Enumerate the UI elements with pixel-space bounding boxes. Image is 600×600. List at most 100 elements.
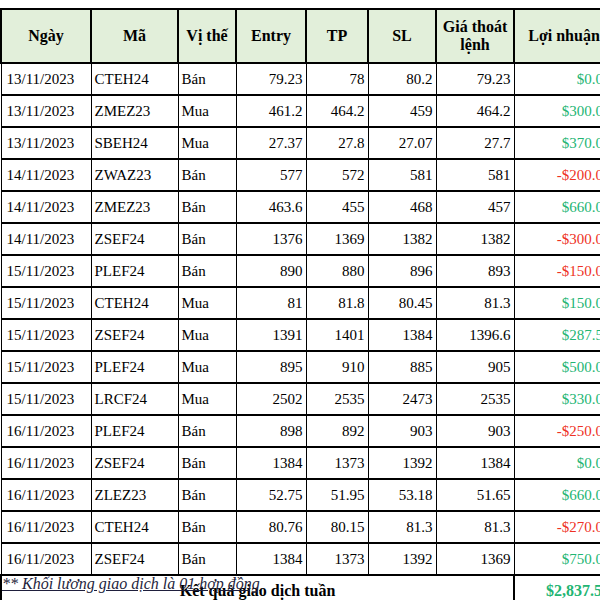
cell-sl: 1392	[368, 447, 436, 479]
trades-table: Ngày Mã Vị thế Entry TP SL Giá thoát lện…	[0, 8, 600, 600]
cell-profit: $660.00	[514, 191, 600, 223]
column-header-profit: Lợi nhuận	[514, 9, 600, 63]
table-row: 13/11/2023ZMEZ23Mua461.2464.2459464.2$30…	[1, 95, 600, 127]
cell-exit: 1382	[436, 223, 514, 255]
cell-profit: $500.00	[514, 351, 600, 383]
cell-tp: 455	[306, 191, 368, 223]
table-row: 16/11/2023PLEF24Bán898892903903-$250.00	[1, 415, 600, 447]
cell-side: Bán	[178, 191, 236, 223]
column-header-side: Vị thế	[178, 9, 236, 63]
cell-tp: 51.95	[306, 479, 368, 511]
column-header-sl: SL	[368, 9, 436, 63]
cell-side: Bán	[178, 511, 236, 543]
weekly-result-total: $2,837.50	[514, 575, 600, 600]
column-header-code: Mã	[91, 9, 178, 63]
cell-tp: 572	[306, 159, 368, 191]
cell-exit: 464.2	[436, 95, 514, 127]
cell-tp: 2535	[306, 383, 368, 415]
cell-entry: 2502	[236, 383, 306, 415]
cell-exit: 2535	[436, 383, 514, 415]
table-row: 16/11/2023ZSEF24Bán1384137313921369$750.…	[1, 543, 600, 575]
column-header-date: Ngày	[1, 9, 91, 63]
cell-sl: 27.07	[368, 127, 436, 159]
cell-date: 15/11/2023	[1, 351, 91, 383]
cell-profit: $150.00	[514, 287, 600, 319]
cell-tp: 1373	[306, 543, 368, 575]
cell-side: Mua	[178, 351, 236, 383]
cell-exit: 79.23	[436, 63, 514, 95]
cell-side: Bán	[178, 159, 236, 191]
cell-entry: 1384	[236, 447, 306, 479]
cell-code: ZSEF24	[91, 319, 178, 351]
cell-side: Mua	[178, 95, 236, 127]
cell-entry: 79.23	[236, 63, 306, 95]
cell-side: Bán	[178, 63, 236, 95]
cell-profit: $287.50	[514, 319, 600, 351]
cell-exit: 905	[436, 351, 514, 383]
cell-sl: 581	[368, 159, 436, 191]
cell-exit: 893	[436, 255, 514, 287]
cell-entry: 1384	[236, 543, 306, 575]
cell-exit: 27.7	[436, 127, 514, 159]
cell-tp: 78	[306, 63, 368, 95]
cell-profit: $660.00	[514, 479, 600, 511]
column-header-entry: Entry	[236, 9, 306, 63]
cell-side: Mua	[178, 127, 236, 159]
cell-code: CTEH24	[91, 287, 178, 319]
cell-date: 14/11/2023	[1, 191, 91, 223]
column-header-tp: TP	[306, 9, 368, 63]
table-row: 15/11/2023PLEF24Bán890880896893-$150.00	[1, 255, 600, 287]
trades-sheet: Ngày Mã Vị thế Entry TP SL Giá thoát lện…	[0, 8, 600, 600]
cell-side: Bán	[178, 543, 236, 575]
cell-profit: $370.00	[514, 127, 600, 159]
cell-date: 13/11/2023	[1, 95, 91, 127]
cell-sl: 2473	[368, 383, 436, 415]
cell-date: 16/11/2023	[1, 543, 91, 575]
cell-entry: 27.37	[236, 127, 306, 159]
table-row: 16/11/2023ZLEZ23Bán52.7551.9553.1851.65$…	[1, 479, 600, 511]
cell-entry: 1376	[236, 223, 306, 255]
cell-entry: 463.6	[236, 191, 306, 223]
cell-date: 13/11/2023	[1, 63, 91, 95]
cell-side: Bán	[178, 223, 236, 255]
cell-side: Mua	[178, 287, 236, 319]
cell-profit: $0.00	[514, 447, 600, 479]
cell-exit: 581	[436, 159, 514, 191]
cell-exit: 81.3	[436, 511, 514, 543]
cell-profit: $330.00	[514, 383, 600, 415]
cell-sl: 81.3	[368, 511, 436, 543]
cell-exit: 903	[436, 415, 514, 447]
cell-profit: -$150.00	[514, 255, 600, 287]
cell-code: ZSEF24	[91, 447, 178, 479]
cell-profit: -$270.00	[514, 511, 600, 543]
cell-side: Mua	[178, 383, 236, 415]
cell-tp: 1373	[306, 447, 368, 479]
cell-profit: $750.00	[514, 543, 600, 575]
cell-entry: 890	[236, 255, 306, 287]
cell-exit: 1384	[436, 447, 514, 479]
cell-sl: 1392	[368, 543, 436, 575]
table-row: 13/11/2023SBEH24Mua27.3727.827.0727.7$37…	[1, 127, 600, 159]
cell-side: Bán	[178, 447, 236, 479]
cell-tp: 80.15	[306, 511, 368, 543]
cell-sl: 459	[368, 95, 436, 127]
cell-code: ZWAZ23	[91, 159, 178, 191]
table-row: 14/11/2023ZMEZ23Bán463.6455468457$660.00	[1, 191, 600, 223]
cell-profit: $0.00	[514, 63, 600, 95]
cell-sl: 896	[368, 255, 436, 287]
cell-entry: 895	[236, 351, 306, 383]
cell-date: 16/11/2023	[1, 447, 91, 479]
cell-side: Bán	[178, 479, 236, 511]
cell-exit: 457	[436, 191, 514, 223]
cell-code: PLEF24	[91, 415, 178, 447]
cell-tp: 1369	[306, 223, 368, 255]
cell-exit: 1396.6	[436, 319, 514, 351]
table-row: 14/11/2023ZSEF24Bán1376136913821382-$300…	[1, 223, 600, 255]
cell-entry: 898	[236, 415, 306, 447]
cell-date: 14/11/2023	[1, 223, 91, 255]
cell-code: PLEF24	[91, 255, 178, 287]
cell-tp: 81.8	[306, 287, 368, 319]
cell-entry: 577	[236, 159, 306, 191]
cell-profit: -$300.00	[514, 223, 600, 255]
table-header: Ngày Mã Vị thế Entry TP SL Giá thoát lện…	[1, 9, 600, 63]
